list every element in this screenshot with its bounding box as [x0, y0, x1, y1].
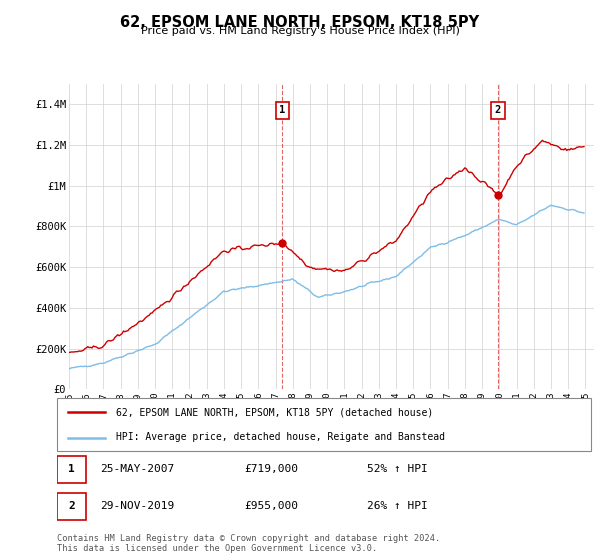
- Text: 1: 1: [280, 105, 286, 115]
- Text: 1: 1: [68, 464, 75, 474]
- Text: 62, EPSOM LANE NORTH, EPSOM, KT18 5PY (detached house): 62, EPSOM LANE NORTH, EPSOM, KT18 5PY (d…: [116, 408, 433, 418]
- Bar: [57, 493, 86, 520]
- Text: £719,000: £719,000: [244, 464, 298, 474]
- Text: 2: 2: [68, 501, 75, 511]
- Text: £955,000: £955,000: [244, 501, 298, 511]
- Bar: [57, 455, 86, 483]
- Text: 26% ↑ HPI: 26% ↑ HPI: [367, 501, 427, 511]
- Text: 29-NOV-2019: 29-NOV-2019: [100, 501, 174, 511]
- Text: Contains HM Land Registry data © Crown copyright and database right 2024.
This d: Contains HM Land Registry data © Crown c…: [57, 534, 440, 553]
- Text: Price paid vs. HM Land Registry's House Price Index (HPI): Price paid vs. HM Land Registry's House …: [140, 26, 460, 36]
- Text: 2: 2: [494, 105, 501, 115]
- Text: 62, EPSOM LANE NORTH, EPSOM, KT18 5PY: 62, EPSOM LANE NORTH, EPSOM, KT18 5PY: [121, 15, 479, 30]
- Text: 52% ↑ HPI: 52% ↑ HPI: [367, 464, 427, 474]
- Text: 25-MAY-2007: 25-MAY-2007: [100, 464, 174, 474]
- Text: HPI: Average price, detached house, Reigate and Banstead: HPI: Average price, detached house, Reig…: [116, 432, 445, 442]
